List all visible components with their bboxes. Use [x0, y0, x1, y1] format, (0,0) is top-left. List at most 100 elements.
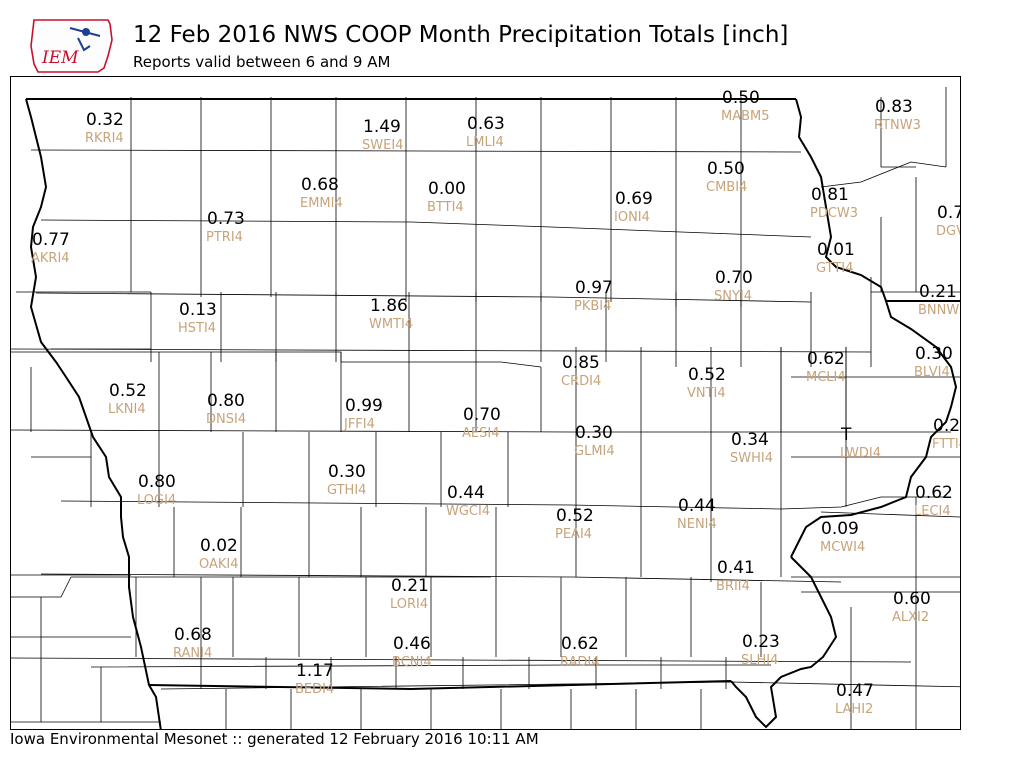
station-value: 0.30: [915, 344, 953, 364]
county-boundaries: [11, 87, 960, 729]
station-id: IONI4: [614, 210, 650, 225]
station-id: JFFI4: [343, 417, 375, 432]
station-value: 0.44: [678, 496, 716, 516]
station-id: GTTI4: [816, 261, 853, 276]
station-id: LAHI2: [835, 702, 873, 717]
station-id: DNSI4: [206, 412, 246, 427]
station-value: 0.62: [915, 483, 953, 503]
station-id: AKRI4: [31, 251, 70, 266]
station-id: ALXI2: [892, 610, 929, 625]
station-value: 0.78: [937, 203, 961, 223]
station-value: 1.17: [296, 661, 334, 681]
station-id: LECI4: [914, 504, 951, 519]
station-value: 0.52: [109, 381, 147, 401]
station-id: LWDI4: [840, 446, 881, 461]
station-id: LORI4: [390, 597, 428, 612]
station-value: 0.97: [575, 278, 613, 298]
station-value: 0.21: [391, 576, 429, 596]
station-ftti4: 0.25FTTI4: [932, 416, 961, 452]
map-subtitle: Reports valid between 6 and 9 AM: [133, 53, 391, 71]
station-id: MCLI4: [806, 370, 846, 385]
station-id: EMMI4: [300, 196, 343, 211]
station-value: 0.01: [817, 240, 855, 260]
station-id: AESI4: [462, 426, 499, 441]
station-id: BRII4: [716, 579, 750, 594]
station-id: BCNI4: [392, 655, 432, 670]
station-value: 0.73: [207, 209, 245, 229]
station-value: 0.41: [717, 558, 755, 578]
station-id: CMBI4: [706, 180, 747, 195]
station-value: 0.52: [688, 365, 726, 385]
station-id: PKBI4: [574, 299, 611, 314]
station-bnnw3: 0.21BNNW3: [918, 282, 960, 318]
station-value: 0.63: [467, 114, 505, 134]
station-id: VNTI4: [687, 386, 726, 401]
station-id: OAKI4: [199, 557, 239, 572]
station-id: SWHI4: [730, 451, 773, 466]
station-value: 0.70: [463, 405, 501, 425]
station-id: SWEI4: [362, 138, 403, 153]
station-value: 0.13: [179, 300, 217, 320]
station-value: 0.34: [731, 430, 769, 450]
station-value: 0.30: [328, 462, 366, 482]
station-id: MCWI4: [820, 540, 865, 555]
station-id: LMLI4: [466, 135, 504, 150]
station-value: 0.00: [428, 179, 466, 199]
station-value: 0.99: [345, 396, 383, 416]
state-boundaries: [25, 98, 960, 729]
station-value: 0.50: [722, 88, 760, 108]
station-value: 0.77: [32, 230, 70, 250]
station-id: WMTI4: [369, 317, 413, 332]
station-value: 0.52: [556, 506, 594, 526]
station-value: 0.68: [174, 625, 212, 645]
station-value: 0.69: [615, 189, 653, 209]
station-id: GLMI4: [574, 444, 615, 459]
station-id: PTRI4: [206, 230, 243, 245]
map-title: 12 Feb 2016 NWS COOP Month Precipitation…: [133, 22, 789, 48]
station-id: LOGI4: [137, 493, 176, 508]
station-value: 1.86: [370, 296, 408, 316]
map-area: 0.32 RKRI4 1.49 SWEI4 0.63 LMLI4 0.50 MABM5 0.83…: [10, 76, 961, 730]
logo-text: IEM: [41, 48, 79, 68]
station-value: 0.80: [138, 472, 176, 492]
station-id: BLVI4: [914, 365, 950, 380]
station-id: DGV: [936, 224, 961, 239]
station-value: 0.30: [575, 423, 613, 443]
station-value: 0.85: [562, 353, 600, 373]
station-id: FTTI4: [932, 437, 961, 452]
station-id: SNYI4: [714, 289, 752, 304]
station-id: MABM5: [721, 109, 770, 124]
station-value: 0.70: [715, 268, 753, 288]
station-id: PDCW3: [810, 206, 858, 221]
station-value: 1.49: [363, 117, 401, 137]
station-value: 0.25: [933, 416, 961, 436]
station-value: 0.02: [200, 536, 238, 556]
station-id: PEAI4: [555, 527, 592, 542]
